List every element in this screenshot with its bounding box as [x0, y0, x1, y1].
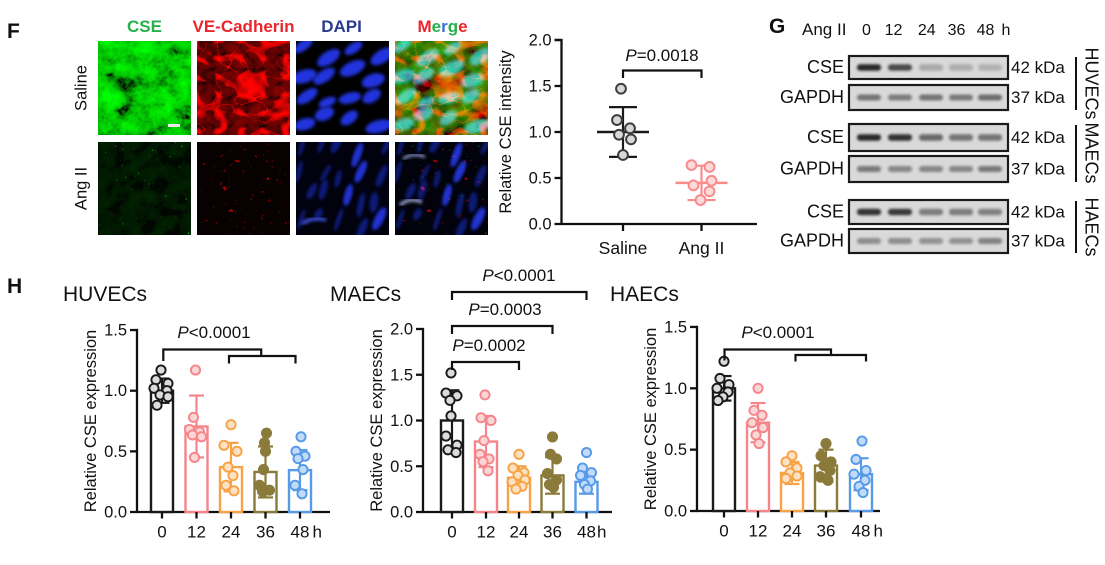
svg-text:0.5: 0.5 [390, 458, 413, 476]
svg-text:37 kDa: 37 kDa [1011, 232, 1065, 251]
svg-text:Ang II: Ang II [679, 238, 725, 258]
svg-text:CSE: CSE [807, 202, 844, 222]
svg-text:48: 48 [852, 522, 871, 541]
svg-text:HAECs: HAECs [1081, 197, 1101, 256]
svg-text:DAPI: DAPI [321, 17, 362, 36]
svg-text:0.0: 0.0 [529, 216, 552, 234]
svg-text:24: 24 [222, 523, 241, 542]
svg-text:Ang II: Ang II [802, 20, 846, 39]
svg-text:Saline: Saline [72, 65, 90, 111]
svg-text:0.0: 0.0 [390, 504, 413, 522]
svg-text:37 kDa: 37 kDa [1011, 88, 1065, 107]
svg-text:36: 36 [817, 522, 836, 541]
svg-text:CSE: CSE [127, 17, 162, 36]
svg-text:0: 0 [719, 522, 728, 541]
svg-text:h: h [874, 522, 883, 541]
svg-text:12: 12 [187, 523, 206, 542]
svg-text:F: F [7, 20, 20, 43]
svg-text:0: 0 [447, 523, 456, 542]
svg-text:H: H [7, 275, 22, 298]
svg-text:HUVECs: HUVECs [63, 283, 147, 306]
svg-text:VE-Cadherin: VE-Cadherin [192, 17, 294, 36]
svg-text:1.0: 1.0 [390, 412, 413, 430]
svg-text:24: 24 [783, 522, 802, 541]
svg-text:P=0.0003: P=0.0003 [468, 300, 541, 319]
svg-text:CSE: CSE [807, 57, 844, 77]
svg-text:0.5: 0.5 [664, 441, 687, 459]
svg-text:HAECs: HAECs [610, 283, 679, 306]
svg-text:0.0: 0.0 [104, 504, 127, 522]
svg-text:1.0: 1.0 [529, 124, 552, 142]
svg-text:48: 48 [977, 22, 995, 39]
svg-text:P<0.0001: P<0.0001 [177, 323, 250, 342]
svg-text:P<0.0001: P<0.0001 [482, 266, 555, 285]
svg-text:GAPDH: GAPDH [780, 159, 844, 179]
svg-text:h: h [313, 523, 322, 542]
svg-text:1.5: 1.5 [390, 366, 413, 384]
svg-text:P<0.0001: P<0.0001 [741, 323, 814, 342]
svg-text:Ang II: Ang II [72, 167, 90, 210]
svg-text:0: 0 [862, 22, 871, 39]
svg-text:42 kDa: 42 kDa [1011, 58, 1065, 77]
svg-text:0.5: 0.5 [104, 443, 127, 461]
svg-text:Relative CSE expression: Relative CSE expression [82, 330, 100, 513]
svg-text:12: 12 [477, 523, 496, 542]
svg-text:Relative CSE expression: Relative CSE expression [368, 329, 386, 512]
svg-text:36: 36 [948, 22, 966, 39]
svg-text:h: h [1002, 22, 1011, 39]
svg-text:12: 12 [885, 22, 903, 39]
svg-text:G: G [769, 15, 785, 38]
svg-text:1.0: 1.0 [664, 380, 687, 398]
svg-text:24: 24 [510, 523, 529, 542]
svg-text:37 kDa: 37 kDa [1011, 160, 1065, 179]
svg-text:12: 12 [749, 522, 768, 541]
svg-text:1.5: 1.5 [104, 322, 127, 340]
svg-text:Saline: Saline [599, 238, 648, 258]
svg-text:MAECs: MAECs [330, 283, 401, 306]
svg-text:42 kDa: 42 kDa [1011, 203, 1065, 222]
svg-text:h: h [597, 523, 606, 542]
svg-text:0.5: 0.5 [529, 170, 552, 188]
svg-text:CSE: CSE [807, 127, 844, 147]
svg-text:MAECs: MAECs [1081, 122, 1101, 183]
svg-text:P=0.0002: P=0.0002 [452, 336, 525, 355]
svg-text:Merge: Merge [417, 17, 467, 36]
svg-text:0: 0 [157, 523, 166, 542]
svg-text:GAPDH: GAPDH [780, 87, 844, 107]
svg-text:42 kDa: 42 kDa [1011, 128, 1065, 147]
svg-text:HUVECs: HUVECs [1081, 47, 1101, 119]
svg-text:48: 48 [577, 523, 596, 542]
svg-text:1.5: 1.5 [664, 318, 687, 336]
svg-text:2.0: 2.0 [390, 321, 413, 339]
svg-text:48: 48 [291, 523, 310, 542]
svg-text:0.0: 0.0 [664, 503, 687, 521]
svg-text:36: 36 [256, 523, 275, 542]
svg-text:1.0: 1.0 [104, 382, 127, 400]
svg-text:24: 24 [918, 22, 936, 39]
svg-text:2.0: 2.0 [529, 32, 552, 50]
svg-text:Relative CSE expression: Relative CSE expression [642, 328, 660, 511]
svg-text:P=0.0018: P=0.0018 [625, 46, 698, 65]
svg-text:1.5: 1.5 [529, 78, 552, 96]
svg-text:GAPDH: GAPDH [780, 231, 844, 251]
svg-text:Relative CSE intensity: Relative CSE intensity [497, 50, 515, 214]
svg-text:36: 36 [543, 523, 562, 542]
